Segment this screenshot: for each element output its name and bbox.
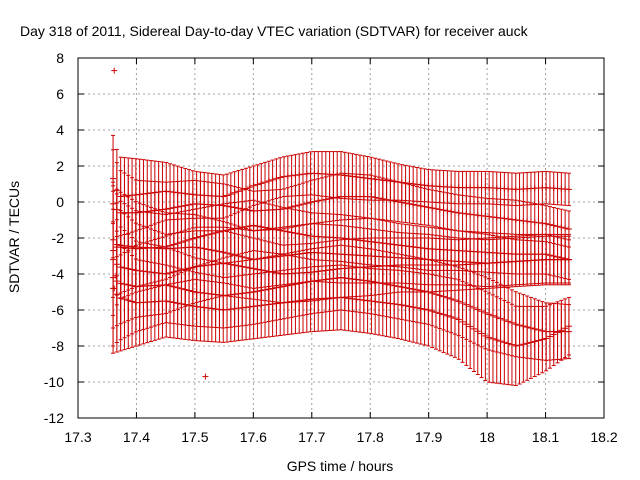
x-tick-label: 18 [479, 429, 495, 445]
data-layer [110, 67, 572, 387]
outlier-point [112, 272, 119, 279]
y-tick-label: -6 [52, 302, 65, 318]
y-tick-label: -8 [52, 338, 65, 354]
y-axis-title: SDTVAR / TECUs [6, 181, 22, 293]
y-tick-label: 0 [56, 194, 64, 210]
x-tick-label: 17.7 [298, 429, 325, 445]
y-tick-label: 8 [56, 50, 64, 66]
outlier-point [111, 67, 118, 74]
y-tick-label: 4 [56, 122, 64, 138]
x-axis-title: GPS time / hours [287, 458, 394, 474]
x-tick-label: 17.9 [415, 429, 442, 445]
outlier-point [202, 373, 209, 380]
x-tick-label: 17.5 [181, 429, 208, 445]
y-tick-label: -4 [52, 266, 65, 282]
y-tick-label: -10 [44, 374, 64, 390]
y-tick-label: -2 [52, 230, 65, 246]
x-tick-label: 17.4 [123, 429, 150, 445]
x-tick-label: 17.6 [240, 429, 267, 445]
x-tick-label: 18.1 [532, 429, 559, 445]
y-tick-label: -12 [44, 410, 64, 426]
x-tick-label: 17.3 [64, 429, 91, 445]
series-track-7 [110, 223, 572, 387]
x-tick-label: 17.8 [357, 429, 384, 445]
y-tick-label: 6 [56, 86, 64, 102]
x-tick-label: 18.2 [590, 429, 617, 445]
tick-layer: 17.3 17.4 17.5 17.6 17.7 17.8 17.9 18 18.1 18.2 -1… [44, 50, 618, 445]
outlier-point [111, 285, 118, 292]
y-tick-label: 2 [56, 158, 64, 174]
chart-title: Day 318 of 2011, Sidereal Day-to-day VTE… [20, 23, 529, 39]
